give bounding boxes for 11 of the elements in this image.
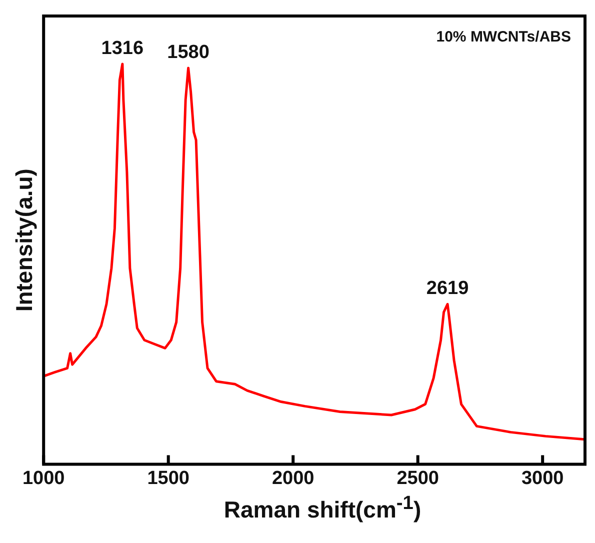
- x-axis-title: Raman shift(cm$^{-1}$): [222, 493, 422, 524]
- annotation: 2619: [426, 278, 469, 299]
- x-tick-label: 3000: [521, 468, 564, 489]
- y-axis-title: Intensity(a.u): [11, 168, 38, 312]
- x-tick-label: 1000: [22, 468, 65, 489]
- text: 10% MWCNTs/ABS: [436, 28, 571, 46]
- x-tick-label: 1500: [147, 468, 190, 489]
- x-tick-label: 2500: [396, 468, 439, 489]
- annotation: 1316: [101, 38, 144, 59]
- x-tick-label: 2000: [272, 468, 314, 489]
- annotation: 1580: [167, 42, 210, 63]
